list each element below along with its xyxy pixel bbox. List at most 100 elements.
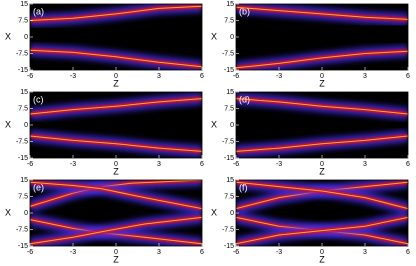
y-axis-label: X <box>211 207 217 217</box>
panel: -6 -3 0 3 6 -15 -7.5 0 7.5 15 Z X (a) <box>5 1 204 89</box>
panel: -6 -3 0 3 6 -15 -7.5 0 7.5 15 Z X (f) <box>211 177 410 265</box>
x-tick-label: -3 <box>70 249 76 256</box>
beam-core <box>30 49 202 68</box>
x-tick-label: 6 <box>406 161 410 168</box>
y-tick-label: -7.5 <box>16 50 28 57</box>
x-tick-label: 6 <box>406 249 410 256</box>
x-tick-label: 3 <box>363 73 367 80</box>
x-tick-label: 3 <box>363 249 367 256</box>
panel-label: (f) <box>239 182 248 192</box>
beams <box>30 180 202 246</box>
panel-label: (d) <box>239 94 250 104</box>
beam-core <box>30 135 202 152</box>
x-tick-label: -6 <box>27 161 33 168</box>
x-axis-label: Z <box>319 166 325 176</box>
beams <box>236 180 408 246</box>
x-tick-label: 0 <box>320 249 324 256</box>
x-tick-label: 3 <box>157 249 161 256</box>
y-tick-label: 7.5 <box>18 17 28 24</box>
x-tick-label: 0 <box>320 73 324 80</box>
y-tick-label: -15 <box>18 243 28 250</box>
beam-core <box>30 181 202 210</box>
y-tick-label: 7.5 <box>224 193 234 200</box>
beam-core <box>236 6 408 20</box>
x-tick-label: -6 <box>27 73 33 80</box>
y-tick-label: 0 <box>230 210 234 217</box>
x-tick-label: -3 <box>70 73 76 80</box>
beam-core <box>236 181 408 210</box>
beam-core <box>236 98 408 115</box>
beams <box>30 4 202 70</box>
y-axis-label: X <box>5 31 11 41</box>
beams <box>236 92 408 158</box>
x-tick-label: 6 <box>200 161 204 168</box>
beam-core <box>236 135 408 152</box>
x-tick-label: -3 <box>276 249 282 256</box>
y-tick-label: -15 <box>224 243 234 250</box>
beam-core <box>30 98 202 115</box>
y-tick-label: -15 <box>224 67 234 74</box>
y-tick-label: -7.5 <box>16 226 28 233</box>
panel: -6 -3 0 3 6 -15 -7.5 0 7.5 15 Z X (b) <box>211 1 410 89</box>
x-tick-label: 0 <box>320 161 324 168</box>
x-tick-label: 0 <box>114 73 118 80</box>
y-axis-label: X <box>211 31 217 41</box>
beams <box>30 92 202 158</box>
x-axis-label: Z <box>319 254 325 264</box>
y-tick-label: 7.5 <box>224 105 234 112</box>
x-axis-label: Z <box>113 78 119 88</box>
x-tick-label: -3 <box>276 73 282 80</box>
x-tick-label: -6 <box>233 73 239 80</box>
y-axis-label: X <box>5 119 11 129</box>
x-tick-label: 3 <box>157 73 161 80</box>
x-tick-label: -3 <box>70 161 76 168</box>
y-axis-label: X <box>211 119 217 129</box>
beam-core <box>236 216 408 245</box>
x-tick-label: 6 <box>406 73 410 80</box>
panel: -6 -3 0 3 6 -15 -7.5 0 7.5 15 Z X (d) <box>211 89 410 177</box>
panel-label: (c) <box>33 94 44 104</box>
x-tick-label: 3 <box>157 161 161 168</box>
x-axis-label: Z <box>319 78 325 88</box>
y-tick-label: 0 <box>230 122 234 129</box>
y-tick-label: -15 <box>18 155 28 162</box>
beams <box>236 4 408 70</box>
y-tick-label: 0 <box>24 210 28 217</box>
y-tick-label: 15 <box>20 1 28 8</box>
y-tick-label: -7.5 <box>222 138 234 145</box>
y-tick-label: 0 <box>24 122 28 129</box>
x-tick-label: -6 <box>27 249 33 256</box>
y-tick-label: 15 <box>226 1 234 8</box>
x-axis-label: Z <box>113 254 119 264</box>
y-tick-label: 7.5 <box>224 17 234 24</box>
y-tick-label: -7.5 <box>222 50 234 57</box>
y-tick-label: -15 <box>224 155 234 162</box>
panel: -6 -3 0 3 6 -15 -7.5 0 7.5 15 Z X (c) <box>5 89 204 177</box>
x-tick-label: 6 <box>200 249 204 256</box>
y-tick-label: -7.5 <box>16 138 28 145</box>
x-tick-label: -6 <box>233 161 239 168</box>
x-tick-label: 6 <box>200 73 204 80</box>
y-tick-label: 15 <box>20 89 28 96</box>
x-tick-label: 0 <box>114 249 118 256</box>
panel-label: (e) <box>33 182 44 192</box>
x-axis-label: Z <box>113 166 119 176</box>
panel-label: (b) <box>239 6 250 16</box>
y-tick-label: 15 <box>20 177 28 184</box>
y-tick-label: -15 <box>18 67 28 74</box>
y-tick-label: 15 <box>226 89 234 96</box>
y-tick-label: -7.5 <box>222 226 234 233</box>
y-tick-label: 7.5 <box>18 105 28 112</box>
x-tick-label: -3 <box>276 161 282 168</box>
panel: -6 -3 0 3 6 -15 -7.5 0 7.5 15 Z X (e) <box>5 177 204 265</box>
y-tick-label: 0 <box>24 34 28 41</box>
y-tick-label: 7.5 <box>18 193 28 200</box>
beam-core <box>236 50 408 69</box>
x-tick-label: 3 <box>363 161 367 168</box>
beam-core <box>30 216 202 245</box>
y-tick-label: 15 <box>226 177 234 184</box>
x-tick-label: 0 <box>114 161 118 168</box>
x-tick-label: -6 <box>233 249 239 256</box>
